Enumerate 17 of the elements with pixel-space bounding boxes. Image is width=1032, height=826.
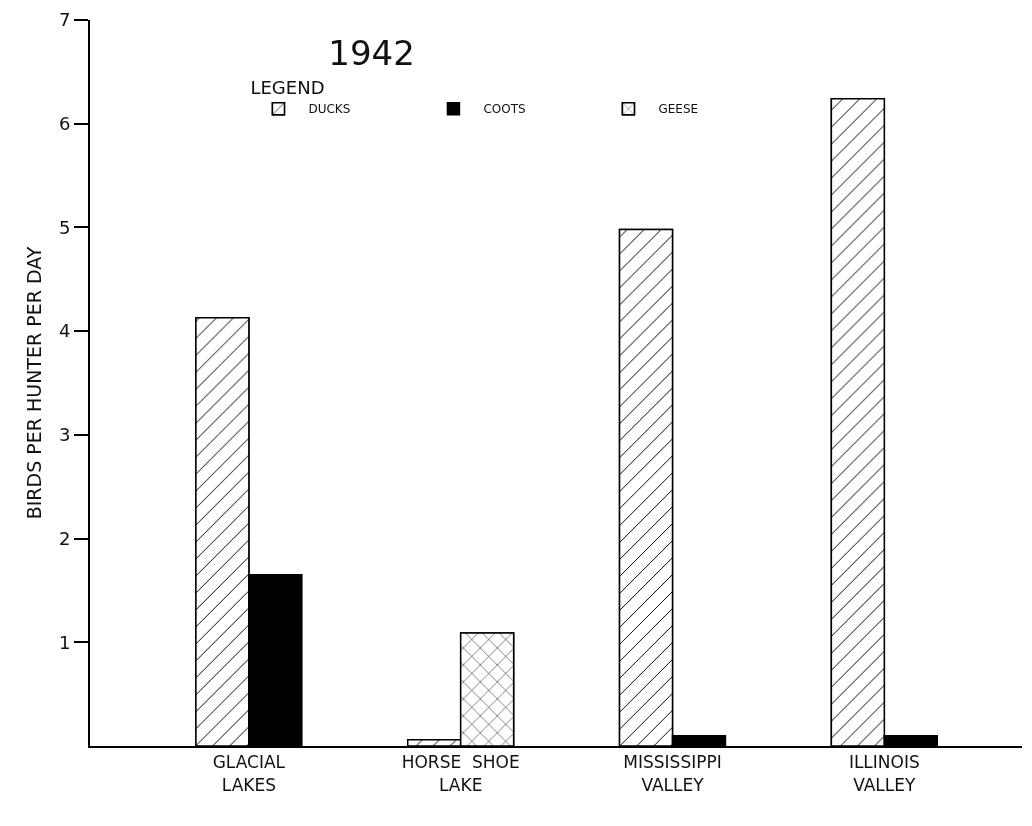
y-axis-title: BIRDS PER HUNTER PER DAY: [23, 246, 46, 520]
x-tick-label: GLACIAL LAKES: [212, 752, 286, 795]
legend-label: COOTS: [483, 102, 526, 117]
legend-title: LEGEND: [250, 77, 325, 99]
y-tick-label: 7: [58, 9, 71, 31]
x-tick-label: HORSE SHOE LAKE: [401, 752, 520, 795]
legend-label: GEESE: [658, 102, 699, 117]
y-tick-label: 3: [58, 424, 71, 446]
y-tick-label: 6: [58, 113, 71, 135]
y-tick-label: 4: [58, 320, 71, 342]
y-tick-label: 1: [58, 631, 71, 653]
chart-title: 1942: [328, 33, 415, 74]
y-tick-label: 5: [58, 216, 71, 238]
y-tick-label: 2: [58, 527, 71, 549]
x-tick-label: MISSISSIPPI VALLEY: [623, 752, 722, 795]
legend-label: DUCKS: [308, 102, 351, 117]
x-tick-label: ILLINOIS VALLEY: [848, 752, 920, 795]
